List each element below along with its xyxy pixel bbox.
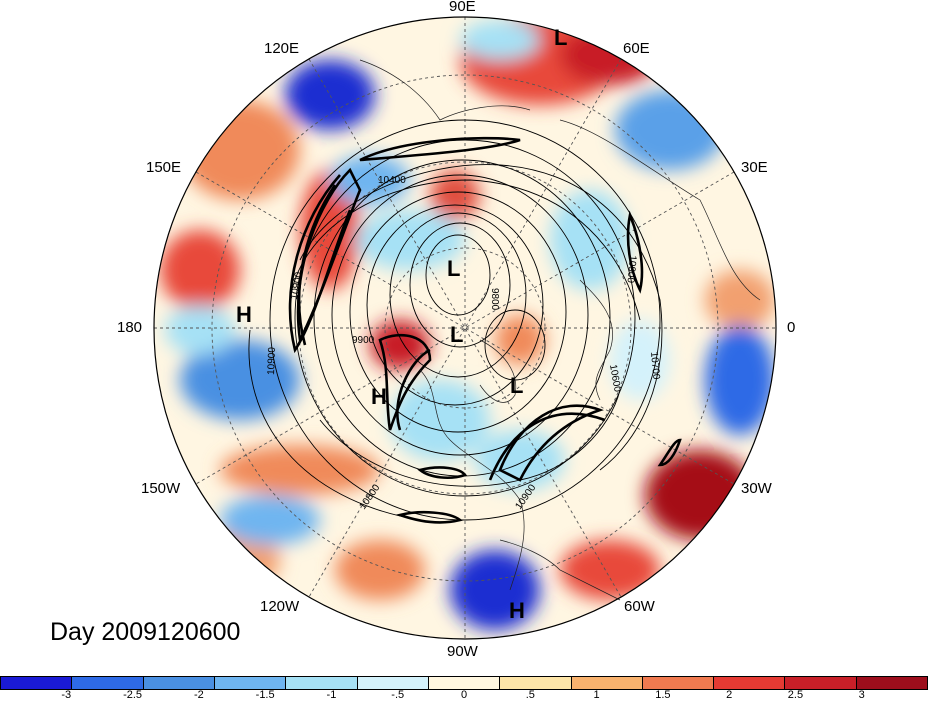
colorbar-tick-label: -3 [61, 689, 72, 701]
lon-label-180: 180 [117, 319, 143, 336]
lon-label-90e: 90E [449, 0, 476, 15]
contour-label: 9900 [352, 335, 375, 346]
colorbar-tick-label: 0 [460, 689, 468, 701]
colorbar-tick-label: 2.5 [787, 689, 804, 701]
colorbar-tick-label: -.5 [391, 689, 405, 701]
colorbar-tick-label: .5 [525, 689, 535, 701]
colorbar-tick-label: 3 [858, 689, 865, 701]
lon-label-60e: 60E [623, 40, 650, 57]
contour-label: 10600 [607, 364, 623, 394]
globe-outline [153, 16, 777, 640]
jet-contours [288, 136, 682, 524]
colorbar-tick-label: -2 [193, 689, 204, 701]
colorbar-swatch [642, 677, 715, 689]
colorbar [0, 676, 928, 690]
colorbar-swatch [785, 677, 857, 689]
contour-label: 10900 [289, 271, 305, 301]
colorbar-swatch [72, 677, 144, 689]
lon-label-120e: 120E [264, 40, 300, 57]
lon-label-0: 0 [787, 319, 796, 336]
lon-label-120w: 120W [260, 598, 300, 615]
lon-label-60w: 60W [624, 598, 655, 615]
colorbar-swatch [500, 677, 572, 689]
contour-label: 10700 [648, 351, 661, 380]
lon-label-30e: 30E [741, 159, 768, 176]
low-center-marker: L [450, 322, 463, 347]
date-title: Day 2009120600 [50, 618, 241, 646]
colorbar-tick-label: 1.5 [655, 689, 671, 701]
colorbar-tick-label: -1.5 [255, 689, 275, 701]
colorbar-swatch [571, 677, 643, 689]
low-center-marker: L [554, 25, 567, 50]
lon-label-150w: 150W [141, 480, 181, 497]
lon-label-30w: 30W [741, 480, 772, 497]
high-center-marker: H [509, 598, 525, 623]
colorbar-swatch [1, 677, 73, 689]
colorbar-tick-label: -1 [326, 689, 337, 701]
high-center-marker: H [371, 384, 387, 409]
low-center-marker: L [510, 373, 523, 398]
low-center-marker: L [447, 256, 460, 281]
high-center-marker: H [236, 302, 252, 327]
colorbar-swatch [357, 677, 429, 689]
contour-label: 10900 [266, 346, 278, 375]
pressure-centers: L L L L H H H [236, 25, 567, 623]
colorbar-swatch [714, 677, 786, 689]
contour-label: 10400 [378, 175, 406, 186]
colorbar-swatch [856, 677, 928, 689]
contour-label: 10900 [625, 255, 638, 284]
colorbar-swatch [214, 677, 287, 689]
colorbar-tick-label: 2 [726, 689, 733, 701]
lon-label-90w: 90W [447, 643, 478, 660]
colorbar-tick-label: -2.5 [123, 689, 143, 701]
coastlines [359, 59, 761, 601]
colorbar-tick-label: 1 [593, 689, 600, 701]
colorbar-swatch [428, 677, 501, 689]
contour-label: 9800 [489, 288, 500, 311]
colorbar-swatch [286, 677, 358, 689]
lon-label-150e: 150E [146, 159, 182, 176]
colorbar-swatch [143, 677, 215, 689]
graticule [154, 17, 776, 639]
